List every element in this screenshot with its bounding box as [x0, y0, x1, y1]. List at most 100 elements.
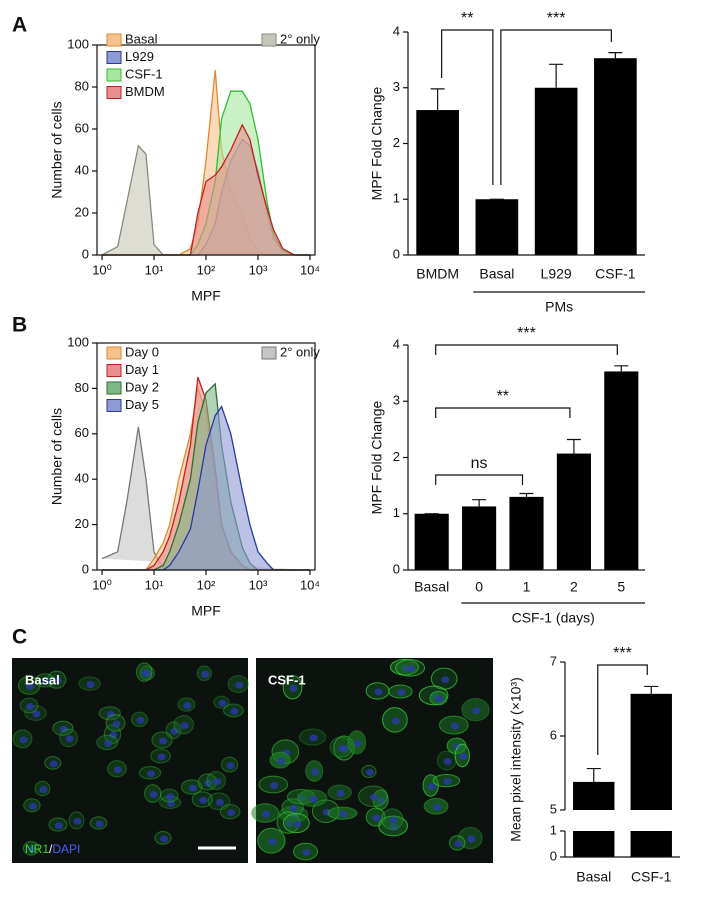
nucleus — [262, 810, 271, 818]
micrograph — [12, 658, 248, 863]
legend-swatch — [106, 346, 122, 360]
x-tick-label: 10² — [197, 577, 216, 592]
nucleus — [441, 676, 450, 684]
x-tick-label: 10² — [197, 262, 216, 277]
nucleus — [53, 677, 62, 685]
nucleus — [270, 781, 279, 789]
group-label: PMs — [545, 299, 573, 315]
nucleus — [302, 849, 311, 857]
nucleus — [309, 734, 318, 742]
bar — [573, 831, 615, 857]
y-tick-label: 100 — [67, 36, 89, 51]
nucleus — [112, 720, 121, 728]
nucleus — [19, 736, 28, 744]
nucleus — [159, 737, 168, 745]
x-axis-label: MPF — [191, 288, 221, 304]
y-tick-label: 3 — [393, 393, 400, 408]
legend-swatch — [106, 33, 122, 47]
nucleus — [26, 682, 35, 690]
legend-swatch — [106, 364, 122, 377]
stain-nr1: NR1 — [25, 842, 49, 856]
legend-swatch — [106, 381, 122, 395]
nucleus — [427, 783, 436, 791]
y-tick-label: 40 — [75, 162, 89, 177]
panel-label: C — [12, 626, 27, 649]
panel-label: A — [12, 14, 27, 37]
nucleus — [268, 838, 277, 846]
nucleus — [459, 753, 468, 761]
nucleus — [188, 784, 197, 792]
y-tick-label: 1 — [393, 505, 400, 520]
nucleus — [59, 725, 68, 733]
nucleus — [390, 823, 399, 831]
nucleus — [109, 731, 118, 739]
nucleus — [227, 809, 236, 817]
nucleus — [336, 789, 345, 797]
legend-label: BMDM — [125, 84, 165, 99]
error-bar — [608, 52, 623, 59]
x-tick-label: 10⁰ — [92, 577, 112, 592]
y-axis-label: Number of cells — [49, 101, 65, 198]
significance-bracket — [435, 407, 571, 418]
nucleus — [391, 717, 400, 725]
significance-bracket — [435, 344, 618, 355]
x-axis-label: MPF — [191, 603, 221, 619]
nucleus — [443, 758, 452, 766]
x-tick-label: 1 — [523, 579, 531, 595]
x-tick-label: 5 — [617, 579, 625, 595]
error-bar — [644, 685, 659, 694]
y-tick-label: 80 — [75, 78, 89, 93]
nucleus — [86, 681, 95, 689]
legend-label: Day 1 — [125, 362, 159, 377]
nucleus — [28, 845, 37, 853]
error-bar — [472, 499, 487, 507]
x-tick-label: Basal — [414, 579, 449, 595]
legend-swatch — [106, 86, 122, 99]
error-bar — [614, 365, 629, 372]
nucleus — [204, 779, 213, 787]
nucleus — [39, 786, 48, 794]
x-tick-label: 10¹ — [145, 262, 164, 277]
y-tick-label: 2 — [393, 449, 400, 464]
nucleus — [218, 699, 227, 707]
nucleus — [215, 798, 224, 806]
significance-bracket — [441, 29, 494, 185]
nucleus — [170, 727, 179, 735]
nucleus — [435, 695, 444, 703]
y-tick-label: 80 — [75, 380, 89, 395]
cells — [12, 658, 490, 861]
error-bar — [430, 88, 445, 111]
nucleus — [230, 707, 239, 715]
micrograph-label: CSF-1 — [268, 672, 306, 687]
y-tick-label: 3 — [393, 79, 400, 94]
legend-label: L929 — [125, 49, 154, 64]
legend-swatch — [106, 68, 122, 82]
x-tick-label: 10⁴ — [300, 262, 320, 277]
x-tick-label: 10⁰ — [92, 262, 112, 277]
x-tick-label: Basal — [576, 869, 611, 885]
nucleus — [136, 716, 145, 724]
nucleus — [277, 757, 286, 765]
legend-label: 2° only — [280, 344, 320, 359]
nucleus — [55, 822, 64, 830]
bar — [630, 693, 672, 810]
legend-label: Day 5 — [125, 397, 159, 412]
nucleus — [157, 753, 166, 761]
nucleus — [472, 707, 481, 715]
nucleus — [147, 770, 156, 778]
x-tick-label: L929 — [541, 266, 572, 282]
nucleus — [159, 835, 168, 843]
nucleus — [372, 814, 381, 822]
y-tick-label: 0 — [82, 561, 89, 576]
significance-label: ** — [497, 388, 509, 405]
nucleus — [166, 792, 175, 800]
nucleus — [167, 799, 176, 807]
nucleus — [28, 802, 37, 810]
nucleus — [180, 722, 189, 730]
nucleus — [377, 797, 386, 805]
nucleus — [289, 684, 298, 692]
y-tick-label: 20 — [75, 516, 89, 531]
nucleus — [141, 669, 150, 677]
bar — [556, 453, 591, 570]
y-tick-label: 0 — [82, 246, 89, 261]
